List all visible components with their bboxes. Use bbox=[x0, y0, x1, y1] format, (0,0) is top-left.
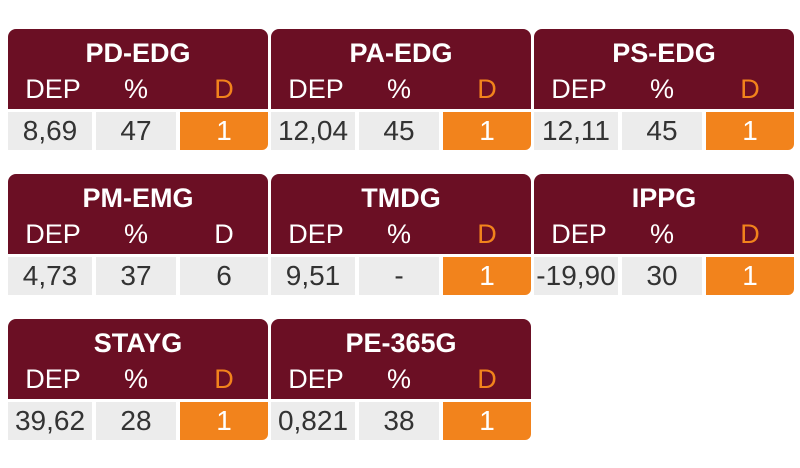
d-value: 1 bbox=[180, 112, 268, 150]
d-value: 1 bbox=[443, 257, 531, 295]
d-value: 1 bbox=[706, 112, 794, 150]
card-tmdg: TMDG DEP % D 9,51 - 1 bbox=[271, 174, 531, 297]
col-d-label: D bbox=[214, 74, 234, 104]
d-value: 1 bbox=[443, 402, 531, 440]
col-dep-label: DEP bbox=[551, 219, 607, 249]
col-d-label: D bbox=[477, 219, 497, 249]
col-pct-label: % bbox=[123, 364, 148, 394]
d-value: 1 bbox=[706, 257, 794, 295]
pct-value: 30 bbox=[622, 257, 702, 295]
col-dep-label: DEP bbox=[551, 74, 607, 104]
col-dep-label: DEP bbox=[288, 364, 344, 394]
card-header: PA-EDG DEP % D bbox=[271, 29, 531, 109]
col-pct-label: % bbox=[649, 74, 674, 104]
col-d-label: D bbox=[214, 364, 234, 394]
card-header: PD-EDG DEP % D bbox=[8, 29, 268, 109]
card-title: STAYG bbox=[93, 328, 183, 358]
dep-value: 12,04 bbox=[271, 112, 355, 150]
col-dep-label: DEP bbox=[25, 74, 81, 104]
card-header: STAYG DEP % D bbox=[8, 319, 268, 399]
card-title: PD-EDG bbox=[85, 38, 191, 68]
d-value: 1 bbox=[180, 402, 268, 440]
card-ippg: IPPG DEP % D -19,90 30 1 bbox=[534, 174, 794, 297]
pct-value: - bbox=[359, 257, 439, 295]
card-title: PS-EDG bbox=[612, 38, 716, 68]
card-stayg: STAYG DEP % D 39,62 28 1 bbox=[8, 319, 268, 442]
card-title: IPPG bbox=[631, 183, 697, 213]
pct-value: 38 bbox=[359, 402, 439, 440]
card-ps-edg: PS-EDG DEP % D 12,11 45 1 bbox=[534, 29, 794, 152]
card-header: IPPG DEP % D bbox=[534, 174, 794, 254]
card-pm-emg: PM-EMG DEP % D 4,73 37 6 bbox=[8, 174, 268, 297]
dep-value: 4,73 bbox=[8, 257, 92, 295]
dep-value: 0,821 bbox=[271, 402, 355, 440]
col-pct-label: % bbox=[386, 74, 411, 104]
col-d-label: D bbox=[477, 74, 497, 104]
col-pct-label: % bbox=[123, 219, 148, 249]
pct-value: 37 bbox=[96, 257, 176, 295]
col-pct-label: % bbox=[386, 364, 411, 394]
card-title: PE-365G bbox=[345, 328, 457, 358]
col-d-label: D bbox=[740, 74, 760, 104]
card-title: PM-EMG bbox=[82, 183, 194, 213]
card-pa-edg: PA-EDG DEP % D 12,04 45 1 bbox=[271, 29, 531, 152]
dep-value: 9,51 bbox=[271, 257, 355, 295]
col-d-label: D bbox=[477, 364, 497, 394]
d-value: 6 bbox=[180, 257, 268, 295]
card-title: TMDG bbox=[361, 183, 441, 213]
card-title: PA-EDG bbox=[349, 38, 453, 68]
dep-value: -19,90 bbox=[534, 257, 618, 295]
pct-value: 47 bbox=[96, 112, 176, 150]
col-pct-label: % bbox=[123, 74, 148, 104]
card-pe-365g: PE-365G DEP % D 0,821 38 1 bbox=[271, 319, 531, 442]
pct-value: 28 bbox=[96, 402, 176, 440]
col-pct-label: % bbox=[649, 219, 674, 249]
pct-value: 45 bbox=[359, 112, 439, 150]
pct-value: 45 bbox=[622, 112, 702, 150]
col-d-label: D bbox=[214, 219, 234, 249]
dep-value: 39,62 bbox=[8, 402, 92, 440]
col-dep-label: DEP bbox=[25, 364, 81, 394]
card-pd-edg: PD-EDG DEP % D 8,69 47 1 bbox=[8, 29, 268, 152]
col-pct-label: % bbox=[386, 219, 411, 249]
dep-value: 12,11 bbox=[534, 112, 618, 150]
card-header: PE-365G DEP % D bbox=[271, 319, 531, 399]
col-dep-label: DEP bbox=[288, 219, 344, 249]
card-header: PS-EDG DEP % D bbox=[534, 29, 794, 109]
col-dep-label: DEP bbox=[288, 74, 344, 104]
col-d-label: D bbox=[740, 219, 760, 249]
col-dep-label: DEP bbox=[25, 219, 81, 249]
card-header: PM-EMG DEP % D bbox=[8, 174, 268, 254]
dep-value: 8,69 bbox=[8, 112, 92, 150]
d-value: 1 bbox=[443, 112, 531, 150]
card-header: TMDG DEP % D bbox=[271, 174, 531, 254]
